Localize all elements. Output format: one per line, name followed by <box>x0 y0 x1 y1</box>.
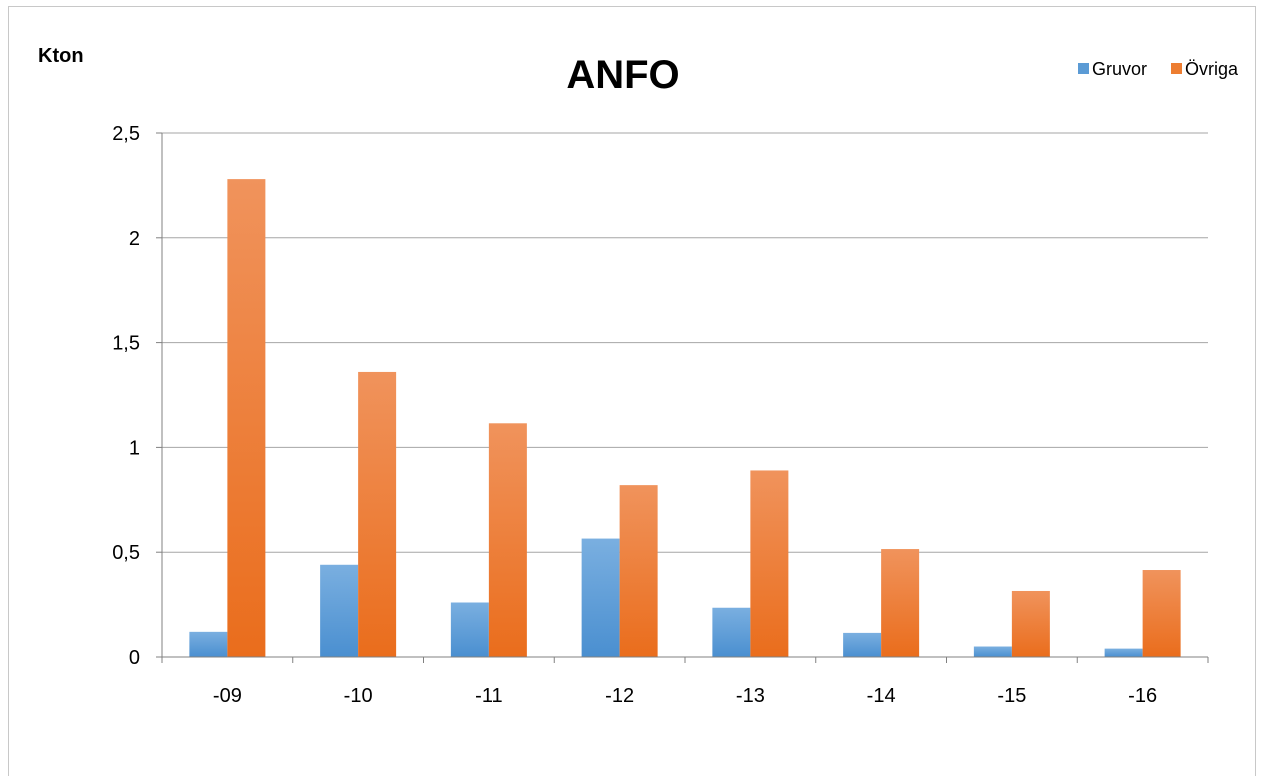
bar-ovriga <box>1143 570 1181 657</box>
bar-ovriga <box>620 485 658 657</box>
x-tick-label: -10 <box>344 685 373 707</box>
x-tick-label: -14 <box>867 685 896 707</box>
bar-gruvor <box>451 603 489 657</box>
bar-ovriga <box>750 470 788 657</box>
x-tick-label: -16 <box>1128 685 1157 707</box>
bar-gruvor <box>712 608 750 657</box>
y-tick-label: 2,5 <box>112 123 140 145</box>
bars <box>189 179 1180 657</box>
y-axis-unit-label: Kton <box>38 45 84 67</box>
legend-label-gruvor: Gruvor <box>1092 59 1147 79</box>
y-tick-label: 0,5 <box>112 542 140 564</box>
legend: Gruvor Övriga <box>1078 59 1239 79</box>
bar-ovriga <box>227 179 265 657</box>
bar-gruvor <box>974 647 1012 657</box>
bar-ovriga <box>881 549 919 657</box>
bar-ovriga <box>358 372 396 657</box>
x-tick-label: -09 <box>213 685 242 707</box>
y-tick-label: 2 <box>129 228 140 250</box>
y-tick-label: 1,5 <box>112 333 140 355</box>
bar-ovriga <box>1012 591 1050 657</box>
x-tick-label: -13 <box>736 685 765 707</box>
x-tick-label: -11 <box>475 685 502 707</box>
bar-ovriga <box>489 423 527 657</box>
legend-label-ovriga: Övriga <box>1185 59 1239 79</box>
legend-swatch-gruvor <box>1078 63 1089 74</box>
bar-gruvor <box>320 565 358 657</box>
chart-title: ANFO <box>566 53 679 97</box>
bar-gruvor <box>189 632 227 657</box>
legend-swatch-ovriga <box>1171 63 1182 74</box>
axes <box>156 133 1208 663</box>
y-tick-label: 1 <box>129 437 140 459</box>
gridlines <box>162 133 1208 552</box>
bar-gruvor <box>1105 649 1143 657</box>
x-tick-label: -15 <box>997 685 1026 707</box>
bar-gruvor <box>843 633 881 657</box>
bar-gruvor <box>582 539 620 657</box>
x-tick-label: -12 <box>605 685 634 707</box>
y-tick-label: 0 <box>129 647 140 669</box>
